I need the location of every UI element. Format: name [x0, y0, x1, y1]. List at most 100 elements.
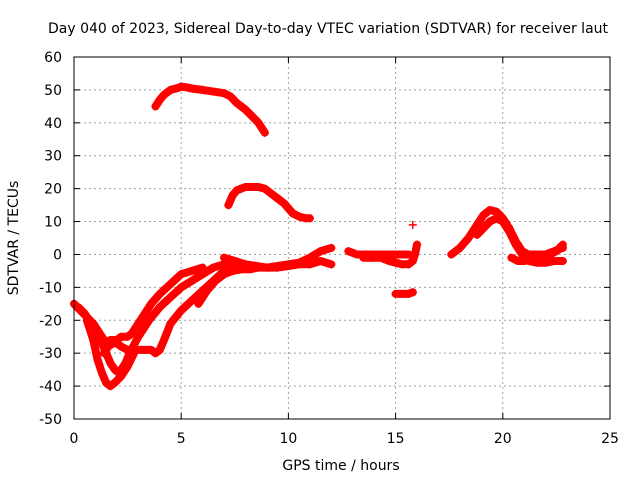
y-tick-label: 50	[44, 83, 62, 99]
data-point	[267, 189, 276, 198]
series-track	[194, 243, 336, 308]
data-point	[220, 270, 229, 279]
data-point	[327, 243, 336, 252]
grid	[74, 57, 610, 419]
series-arc-7	[194, 243, 336, 308]
data-point	[166, 319, 175, 328]
data-point	[110, 378, 119, 387]
data-point	[526, 255, 535, 264]
data-point	[211, 276, 220, 285]
y-tick-label: 30	[44, 149, 62, 165]
series-arc-5	[151, 82, 269, 137]
data-point	[155, 95, 164, 104]
data-point	[177, 283, 186, 292]
data-point	[228, 266, 237, 275]
data-point	[155, 289, 164, 298]
data-point	[82, 316, 91, 325]
y-tick-label: 60	[44, 50, 62, 66]
data-point	[485, 217, 494, 226]
data-point	[190, 84, 199, 93]
data-point	[410, 250, 419, 259]
data-point	[539, 252, 548, 261]
data-point	[464, 234, 473, 242]
data-point	[97, 368, 106, 377]
y-tick-label: -40	[39, 379, 62, 395]
data-point	[260, 184, 269, 193]
data-point	[198, 270, 207, 279]
data-point	[177, 270, 186, 279]
data-point	[353, 250, 362, 259]
data-point	[151, 349, 160, 358]
data-point	[172, 84, 181, 93]
series-arc-8	[220, 253, 336, 272]
data-point	[550, 257, 559, 266]
data-point	[295, 212, 304, 221]
data-point	[237, 184, 246, 193]
data-point	[327, 260, 336, 269]
data-point	[187, 296, 196, 305]
data-point	[247, 112, 256, 121]
data-point	[209, 263, 218, 272]
y-tick-label: 40	[44, 116, 62, 132]
data-point	[104, 342, 113, 351]
data-point	[254, 118, 263, 127]
data-point	[147, 299, 156, 308]
data-point	[89, 336, 98, 345]
data-point	[260, 128, 269, 137]
data-point	[112, 339, 121, 348]
data-point	[183, 83, 192, 92]
data-series	[70, 82, 567, 391]
data-point	[479, 210, 488, 219]
data-point	[241, 260, 250, 269]
y-axis-label: SDTVAR / TECUs	[6, 181, 22, 296]
data-point	[413, 240, 422, 249]
y-tick-label: -10	[39, 280, 62, 296]
data-point	[498, 217, 507, 226]
series-arc-4	[100, 260, 239, 358]
data-point	[391, 258, 400, 267]
data-point	[485, 206, 494, 215]
data-point	[145, 316, 154, 325]
data-point	[262, 263, 271, 272]
data-point	[511, 240, 520, 249]
data-point	[305, 260, 314, 269]
x-tick-label: 25	[601, 431, 619, 447]
data-point	[232, 99, 241, 108]
data-point	[395, 250, 404, 259]
x-axis-label: GPS time / hours	[282, 458, 399, 474]
data-point	[198, 85, 207, 94]
data-point	[280, 199, 289, 208]
chart-title: Day 040 of 2023, Sidereal Day-to-day VTE…	[48, 21, 609, 37]
data-point	[194, 299, 203, 308]
data-point	[74, 303, 83, 312]
x-tick-label: 15	[387, 431, 405, 447]
data-point	[106, 382, 115, 391]
data-point	[552, 247, 561, 256]
data-point	[368, 253, 377, 262]
data-point	[80, 309, 89, 318]
data-point	[447, 250, 456, 259]
data-point	[140, 309, 149, 318]
data-point	[541, 258, 550, 267]
y-tick-label: 20	[44, 182, 62, 198]
data-point	[202, 286, 211, 295]
data-point	[404, 289, 413, 298]
data-point	[558, 240, 567, 249]
data-point	[284, 261, 293, 270]
data-point	[155, 345, 164, 354]
data-point	[507, 253, 516, 262]
data-point	[134, 332, 143, 341]
data-point	[228, 191, 237, 200]
data-point	[316, 257, 325, 266]
data-point	[492, 214, 501, 223]
data-point	[117, 372, 126, 381]
data-point	[155, 303, 164, 312]
y-tick-label: -20	[39, 313, 62, 329]
data-point	[505, 227, 514, 236]
data-point	[106, 359, 115, 368]
y-tick-label: -30	[39, 346, 62, 362]
series-arc-11	[408, 240, 422, 266]
x-tick-label: 0	[70, 431, 79, 447]
data-point	[533, 253, 542, 262]
